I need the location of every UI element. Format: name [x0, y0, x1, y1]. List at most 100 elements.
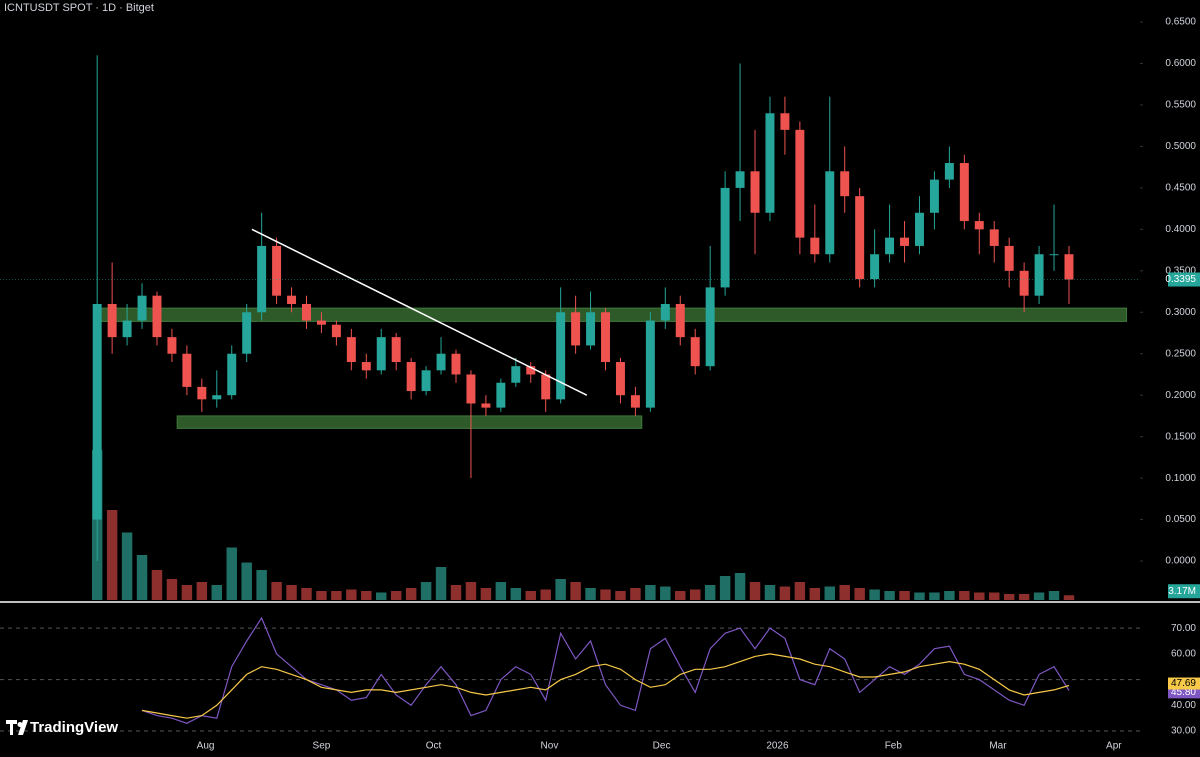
- volume-bar: [600, 589, 611, 600]
- volume-bar: [1003, 594, 1015, 600]
- y-tick-label: 0.5500: [1165, 100, 1196, 111]
- x-tick-label: 2026: [766, 741, 789, 752]
- volume-bar: [286, 585, 297, 600]
- candle-body: [272, 245, 282, 296]
- candle-body: [750, 171, 760, 213]
- volume-bar: [510, 588, 522, 600]
- volume-bar: [376, 592, 387, 600]
- y-tick-label: 70.00: [1171, 623, 1196, 634]
- candle-body: [1004, 245, 1014, 271]
- volume-bar: [316, 591, 327, 600]
- candle-body: [780, 113, 790, 130]
- volume-bar: [106, 510, 118, 600]
- candle-body: [92, 303, 102, 520]
- candle-body: [720, 187, 730, 288]
- volume-bar: [689, 589, 701, 600]
- candle-body: [885, 237, 895, 255]
- support-zone: [96, 307, 1128, 322]
- x-tick-label: Mar: [989, 741, 1007, 752]
- y-tick-label: 0.2000: [1165, 390, 1196, 401]
- volume-bar: [660, 586, 671, 600]
- volume-bar: [450, 585, 462, 600]
- volume-bar: [435, 567, 447, 600]
- volume-bar: [555, 579, 566, 600]
- volume-bar: [1063, 595, 1075, 600]
- chart-title: ICNTUSDT SPOT · 1D · Bitget: [4, 2, 154, 14]
- volume-bar: [1033, 592, 1045, 600]
- volume-bar: [929, 592, 940, 600]
- candle-body: [197, 386, 207, 400]
- candle-body: [137, 295, 147, 321]
- x-tick-label: Dec: [653, 741, 671, 752]
- volume-bar: [585, 588, 596, 600]
- candle-body: [107, 303, 117, 338]
- volume-bar: [854, 588, 865, 600]
- candle-body: [840, 171, 850, 197]
- y-tick-label: 0.3000: [1165, 307, 1196, 318]
- y-tick-label: 0.0000: [1165, 556, 1196, 567]
- rsi-value-label: 47.69: [1171, 678, 1196, 689]
- candle-body: [451, 353, 461, 375]
- volume-bar: [346, 589, 357, 600]
- volume-bar: [645, 585, 656, 600]
- rsi-value-label: 45.80: [1171, 687, 1196, 698]
- y-tick-label: 30.00: [1171, 726, 1196, 737]
- candle-body: [316, 320, 326, 325]
- candle-body: [227, 353, 237, 396]
- candle-body: [870, 254, 880, 280]
- candle-body: [825, 171, 835, 255]
- candle-body: [571, 312, 581, 346]
- candle-body: [331, 324, 341, 338]
- candle-body: [675, 303, 685, 338]
- volume-bar: [615, 591, 626, 600]
- candle-body: [302, 303, 311, 321]
- y-tick-label: 0.4000: [1165, 224, 1196, 235]
- candle-body: [660, 303, 670, 321]
- y-tick-label: 0.0500: [1165, 514, 1196, 525]
- x-tick-label: Nov: [541, 741, 559, 752]
- candle-body: [152, 295, 162, 338]
- volume-bar: [630, 588, 641, 600]
- volume-bar: [1048, 591, 1060, 600]
- candle-body: [466, 374, 476, 404]
- rsi-line: [141, 616, 1070, 724]
- candle-body: [929, 179, 939, 213]
- candle-body: [421, 370, 431, 392]
- rsi-line: [141, 653, 1070, 719]
- candle-body: [705, 287, 715, 367]
- x-tick-label: Apr: [1106, 741, 1122, 752]
- volume-bar: [570, 582, 581, 600]
- candle-body: [630, 395, 640, 408]
- volume-bar: [794, 582, 806, 600]
- volume-bar: [256, 570, 267, 600]
- y-tick-label: 0.6000: [1165, 58, 1196, 69]
- candle-body: [406, 362, 416, 392]
- candle-body: [496, 382, 506, 408]
- volume-bar: [1018, 594, 1030, 600]
- volume-bar: [211, 585, 223, 600]
- volume-label: 3.17M: [1168, 586, 1196, 597]
- x-tick-label: Oct: [426, 741, 442, 752]
- volume-bar: [301, 588, 312, 600]
- candle-body: [586, 312, 596, 346]
- volume-bar: [959, 591, 970, 600]
- volume-bar: [121, 532, 133, 600]
- y-tick-label: 0.6500: [1165, 17, 1196, 28]
- volume-bar: [824, 586, 836, 600]
- y-tick-label: 60.00: [1171, 649, 1196, 660]
- volume-bar: [988, 592, 1000, 600]
- volume-bar: [226, 547, 237, 600]
- logo: [6, 720, 28, 735]
- candle-body: [735, 171, 745, 188]
- volume-bar: [495, 582, 507, 600]
- x-tick-label: Sep: [313, 741, 331, 752]
- volume-bar: [525, 591, 536, 600]
- volume-bar: [719, 576, 731, 600]
- candle-body: [526, 366, 536, 375]
- candle-body: [122, 320, 132, 338]
- candle-body: [1019, 270, 1029, 296]
- rsi-value-box: [1168, 677, 1200, 690]
